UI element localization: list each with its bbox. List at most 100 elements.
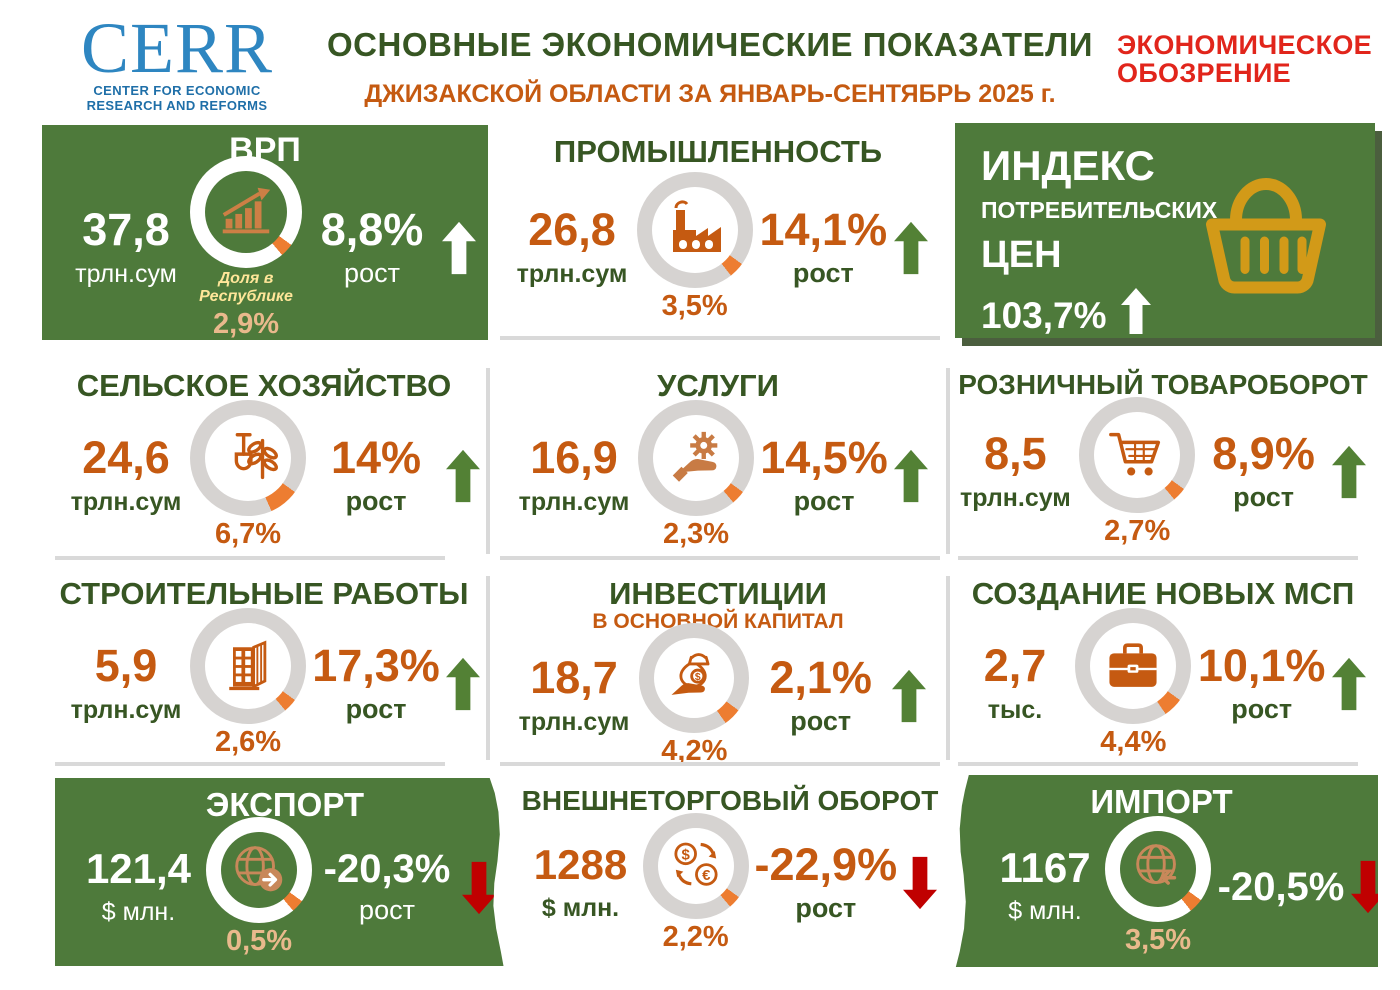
share-value: 2,6% bbox=[214, 726, 282, 759]
card-import: ИМПОРТ 1167 $ млн. 3,5% - bbox=[955, 775, 1378, 967]
growth-label: рост bbox=[1233, 482, 1295, 513]
share-value: 3,5% bbox=[661, 290, 728, 323]
card-unit: трлн.сум bbox=[518, 487, 630, 516]
up-arrow-icon bbox=[446, 657, 480, 710]
card-unit: трлн.сум bbox=[960, 484, 1071, 513]
cpi-title-line1: ИНДЕКС bbox=[981, 142, 1155, 189]
card-title: ПРОМЫШЛЕННОСТЬ bbox=[553, 134, 883, 169]
share-donut bbox=[636, 172, 753, 289]
basket-icon bbox=[1206, 178, 1326, 294]
svg-text:€: € bbox=[702, 867, 711, 884]
briefcase-icon bbox=[1109, 643, 1157, 687]
card-title: ЭКСПОРТ bbox=[205, 786, 365, 823]
growth-value: 14,1% bbox=[759, 203, 888, 255]
share-value: 0,5% bbox=[225, 925, 293, 958]
down-arrow-icon bbox=[902, 857, 937, 910]
svg-text:$: $ bbox=[681, 846, 690, 863]
up-arrow-icon bbox=[894, 449, 928, 502]
share-value: 2,7% bbox=[1104, 514, 1171, 547]
divider bbox=[486, 576, 490, 760]
card-value: 26,8 bbox=[528, 203, 616, 255]
card-value: 1167 bbox=[999, 844, 1091, 892]
divider bbox=[486, 368, 490, 554]
page-title: ОСНОВНЫЕ ЭКОНОМИЧЕСКИЕ ПОКАЗАТЕЛИ bbox=[327, 26, 1093, 63]
share-donut bbox=[638, 400, 754, 517]
moneybag-hand-icon: $ bbox=[671, 653, 710, 695]
growth-label: рост bbox=[793, 485, 855, 516]
card-cpi: ИНДЕКС ПОТРЕБИТЕЛЬСКИХ ЦЕН 103,7% bbox=[955, 123, 1375, 338]
card-title: ИМПОРТ bbox=[1090, 783, 1233, 820]
up-arrow-icon bbox=[1331, 446, 1366, 499]
card-unit: трлн.сум bbox=[516, 259, 628, 288]
growth-label: рост bbox=[795, 893, 857, 924]
card-title: СТРОИТЕЛЬНЫЕ РАБОТЫ bbox=[59, 576, 469, 611]
cerr-logo: CERR CENTER FOR ECONOMIC RESEARCH AND RE… bbox=[52, 12, 302, 113]
up-arrow-icon bbox=[1120, 288, 1151, 334]
growth-label: рост bbox=[790, 705, 852, 736]
card-unit: тыс. bbox=[987, 695, 1043, 724]
page-subtitle: ДЖИЗАКСКОЙ ОБЛАСТИ ЗА ЯНВАРЬ-СЕНТЯБРЬ 20… bbox=[364, 80, 1056, 108]
cpi-title-line3: ЦЕН bbox=[981, 234, 1062, 276]
card-new-smes: СОЗДАНИЕ НОВЫХ МСП 2,7 тыс. 4,4% bbox=[948, 570, 1378, 768]
up-arrow-icon bbox=[891, 669, 926, 722]
divider bbox=[946, 368, 950, 554]
divider bbox=[500, 556, 940, 560]
card-construction: СТРОИТЕЛЬНЫЕ РАБОТЫ 5,9 трлн.сум bbox=[42, 570, 486, 768]
share-donut bbox=[190, 155, 302, 268]
share-donut bbox=[190, 608, 306, 725]
share-value: 4,2% bbox=[661, 735, 728, 768]
shopping-cart-icon bbox=[1109, 432, 1161, 476]
divider bbox=[958, 556, 1358, 560]
card-unit: трлн.сум bbox=[518, 707, 630, 736]
cpi-value: 103,7% bbox=[981, 295, 1107, 336]
card-unit: $ млн. bbox=[101, 898, 176, 927]
globe-export-icon bbox=[235, 846, 283, 892]
share-donut: $ € bbox=[642, 812, 749, 919]
down-arrow-icon bbox=[1351, 860, 1378, 913]
growth-label: рост bbox=[345, 693, 407, 724]
share-donut: $ bbox=[639, 623, 750, 734]
building-icon bbox=[229, 640, 267, 691]
card-unit: трлн.сум bbox=[75, 260, 177, 289]
share-donut bbox=[190, 400, 306, 517]
up-arrow-icon bbox=[446, 449, 480, 502]
card-retail: РОЗНИЧНЫЙ ТОВАРОБОРОТ 8,5 трлн.сум 2,7% bbox=[948, 362, 1378, 560]
up-arrow-icon bbox=[442, 222, 476, 275]
card-unit: трлн.сум bbox=[70, 487, 182, 516]
up-arrow-icon bbox=[893, 221, 928, 274]
card-export: ЭКСПОРТ 121,4 $ млн. 0,5% bbox=[55, 778, 504, 966]
share-value: 3,5% bbox=[1124, 924, 1192, 957]
divider bbox=[946, 576, 950, 760]
hand-gear-icon bbox=[672, 431, 718, 482]
growth-value: 8,9% bbox=[1212, 428, 1315, 480]
card-unit: трлн.сум bbox=[70, 695, 182, 724]
economic-review-logo: ЭКОНОМИЧЕСКОЕ ОБОЗРЕНИЕ bbox=[1117, 30, 1372, 88]
card-value: 16,9 bbox=[530, 431, 618, 483]
growth-value: 8,8% bbox=[320, 204, 424, 256]
card-title: УСЛУГИ bbox=[657, 368, 779, 403]
growth-value: 14,5% bbox=[760, 431, 888, 483]
shovel-plant-icon bbox=[234, 433, 278, 480]
share-value: 2,9% bbox=[212, 307, 280, 340]
svg-text:$: $ bbox=[695, 672, 701, 683]
divider bbox=[958, 762, 1358, 766]
card-vrp: ВРП 37,8 трлн.сум bbox=[42, 125, 488, 340]
growth-value: -20,5% bbox=[1217, 864, 1345, 909]
card-title: РОЗНИЧНЫЙ ТОВАРОБОРОТ bbox=[958, 369, 1368, 400]
card-agriculture: СЕЛЬСКОЕ ХОЗЯЙСТВО 24,6 трлн.сум bbox=[42, 362, 486, 560]
growth-label: рост bbox=[344, 258, 400, 289]
growth-label: рост bbox=[345, 485, 407, 516]
card-title: ИНВЕСТИЦИИ bbox=[609, 576, 827, 611]
card-subtitle: В ОСНОВНОЙ КАПИТАЛ bbox=[592, 609, 844, 633]
share-donut bbox=[1079, 396, 1196, 513]
card-title: СЕЛЬСКОЕ ХОЗЯЙСТВО bbox=[76, 368, 452, 403]
share-donut bbox=[1105, 816, 1211, 923]
factory-icon bbox=[672, 200, 721, 253]
growth-value: 2,1% bbox=[769, 651, 872, 703]
card-title: СОЗДАНИЕ НОВЫХ МСП bbox=[971, 576, 1355, 611]
card-value: 8,5 bbox=[984, 428, 1047, 480]
cerr-logo-tagline: CENTER FOR ECONOMIC RESEARCH AND REFORMS bbox=[86, 83, 268, 113]
down-arrow-icon bbox=[462, 861, 496, 914]
divider bbox=[55, 556, 445, 560]
